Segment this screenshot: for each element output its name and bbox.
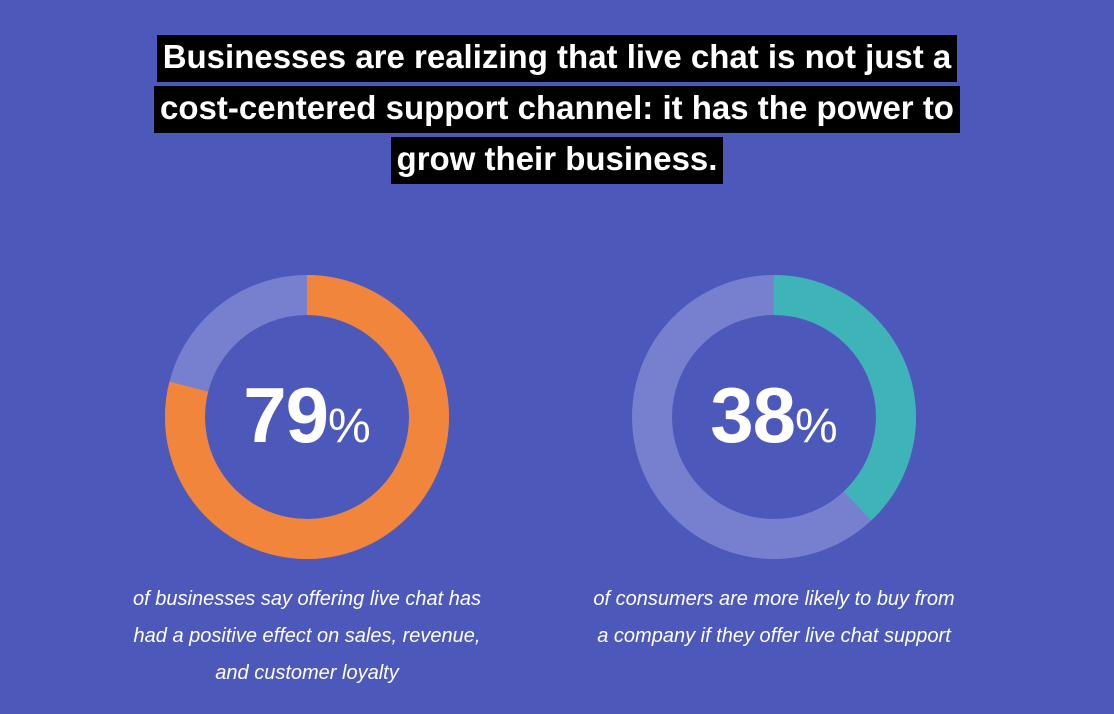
headline-line-1: Businesses are realizing that live chat … (0, 32, 1114, 83)
donut-arc-businesses (165, 275, 449, 559)
stat-number-consumers: 38 (710, 371, 796, 459)
headline: Businesses are realizing that live chat … (0, 32, 1114, 185)
donut-chart-businesses (165, 275, 449, 559)
stat-percent-sign-consumers: % (795, 400, 838, 453)
stat-value-consumers: 38% (624, 370, 924, 461)
headline-line-3: grow their business. (0, 134, 1114, 185)
headline-line-2: cost-centered support channel: it has th… (0, 83, 1114, 134)
caption-businesses: of businesses say offering live chat has… (133, 588, 481, 684)
caption-consumers: of consumers are more likely to buy from… (593, 588, 955, 647)
stat-value-businesses: 79% (157, 370, 457, 461)
stat-number-businesses: 79 (243, 371, 329, 459)
donut-arc-consumers (773, 275, 916, 521)
donut-chart-consumers (632, 275, 916, 559)
stat-percent-sign-businesses: % (328, 400, 371, 453)
